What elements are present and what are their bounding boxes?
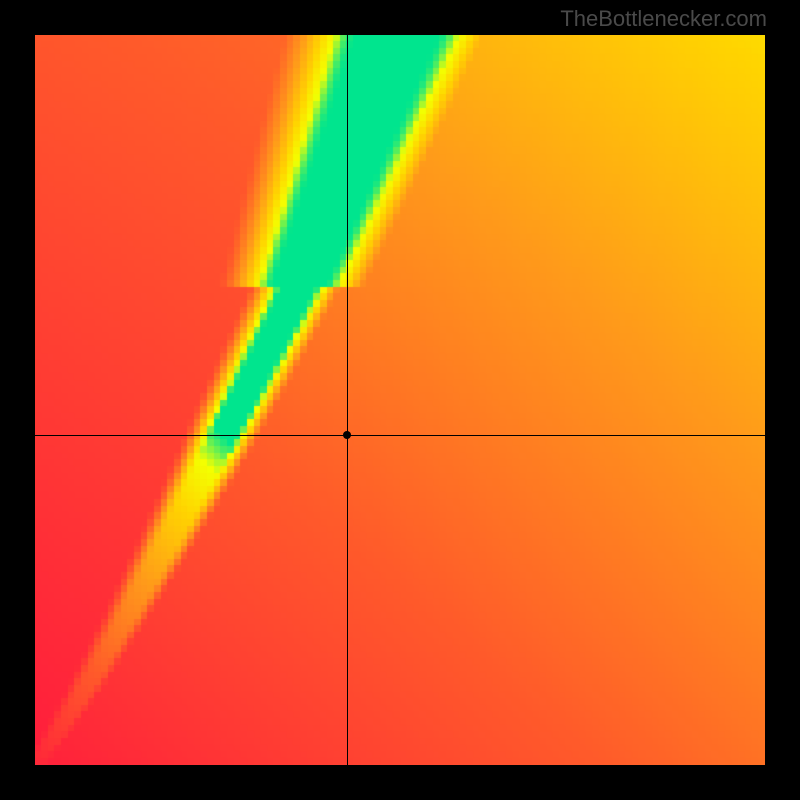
crosshair-vertical [347,35,348,765]
chart-frame [35,35,765,765]
crosshair-horizontal [35,435,765,436]
heatmap-canvas [35,35,765,765]
branding-watermark: TheBottlenecker.com [560,6,767,32]
